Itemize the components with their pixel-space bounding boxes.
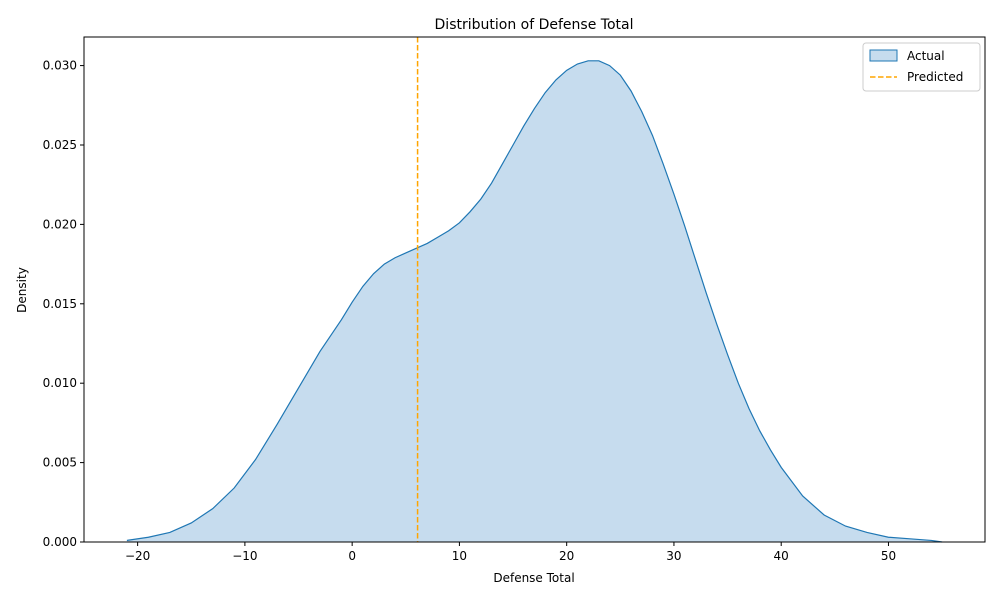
- x-tick-label: −10: [232, 549, 257, 563]
- x-tick-label: 10: [452, 549, 467, 563]
- legend-swatch-actual: [869, 49, 898, 62]
- legend-label-predicted: Predicted: [907, 70, 963, 84]
- x-tick-label: 40: [774, 549, 789, 563]
- y-tick-label: 0.015: [43, 297, 77, 311]
- y-tick-label: 0.000: [43, 535, 77, 549]
- plot-area: [83, 36, 986, 543]
- x-tick-label: 0: [348, 549, 356, 563]
- x-tick-label: 20: [559, 549, 574, 563]
- actual-density-area: [126, 60, 943, 542]
- y-tick-label: 0.025: [43, 138, 77, 152]
- x-tick-label: 50: [881, 549, 896, 563]
- legend-label-actual: Actual: [907, 49, 945, 63]
- chart-title: Distribution of Defense Total: [435, 17, 634, 33]
- x-tick-label: −20: [125, 549, 150, 563]
- plot-frame: [83, 36, 986, 543]
- y-axis: 0.000 0.005 0.010 0.015 0.020 0.025 0.030: [43, 59, 84, 549]
- legend: Actual Predicted: [862, 42, 981, 92]
- x-axis-label: Defense Total: [493, 571, 574, 585]
- y-tick-label: 0.020: [43, 217, 77, 231]
- y-axis-label: Density: [15, 267, 29, 313]
- y-tick-label: 0.030: [43, 59, 77, 73]
- x-tick-label: 30: [666, 549, 681, 563]
- x-axis: −20 −10 0 10 20 30 40 50: [125, 542, 896, 563]
- y-tick-label: 0.005: [43, 456, 77, 470]
- y-tick-label: 0.010: [43, 376, 77, 390]
- actual-density-line: [126, 60, 943, 543]
